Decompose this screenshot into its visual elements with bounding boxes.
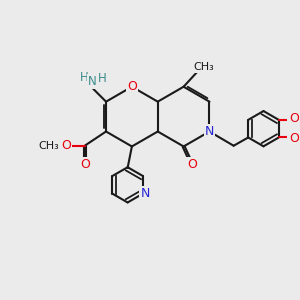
Text: O: O bbox=[80, 158, 90, 171]
Text: H: H bbox=[80, 71, 89, 84]
Text: H: H bbox=[98, 72, 106, 86]
Text: O: O bbox=[290, 112, 299, 125]
Text: N: N bbox=[140, 187, 150, 200]
Text: O: O bbox=[61, 139, 71, 152]
Text: N: N bbox=[205, 125, 214, 138]
Text: O: O bbox=[127, 80, 137, 93]
Text: CH₃: CH₃ bbox=[39, 141, 59, 151]
Text: N: N bbox=[88, 75, 97, 88]
Text: O: O bbox=[187, 158, 197, 171]
Text: O: O bbox=[290, 132, 299, 146]
Text: CH₃: CH₃ bbox=[193, 62, 214, 72]
